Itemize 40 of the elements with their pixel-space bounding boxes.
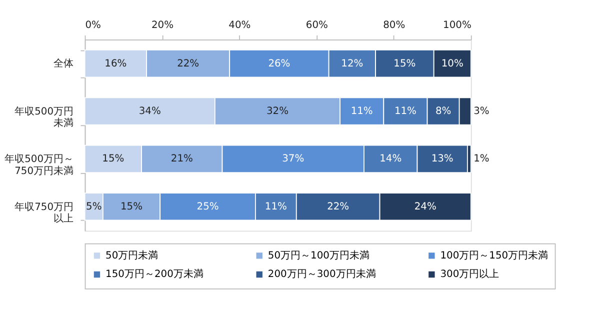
data-label: 21% bbox=[170, 154, 193, 165]
data-label: 11% bbox=[264, 201, 287, 212]
data-label: 13% bbox=[431, 154, 454, 165]
data-label: 26% bbox=[268, 58, 290, 70]
data-label: 15% bbox=[102, 154, 124, 165]
legend-label: 50万円未満 bbox=[106, 249, 158, 262]
data-label: 8% bbox=[435, 106, 452, 117]
data-label: 22% bbox=[327, 201, 350, 212]
x-tick-label: 100% bbox=[443, 20, 472, 32]
data-label: 1% bbox=[474, 154, 490, 165]
data-label: 37% bbox=[282, 154, 304, 165]
data-label: 15% bbox=[120, 201, 143, 212]
data-label: 5% bbox=[86, 201, 102, 212]
legend-label: 100万円～150万円未満 bbox=[440, 249, 548, 262]
data-label: 16% bbox=[104, 58, 127, 70]
legend-label: 50万円～100万円未満 bbox=[268, 249, 370, 262]
data-label: 22% bbox=[177, 58, 200, 70]
x-tick-label: 60% bbox=[306, 20, 328, 32]
data-label: 25% bbox=[196, 201, 219, 212]
y-tick-label: 年収500万円未満 bbox=[14, 105, 74, 130]
x-tick-label: 20% bbox=[151, 20, 174, 32]
data-label: 24% bbox=[414, 201, 436, 212]
data-label: 34% bbox=[138, 106, 161, 117]
data-label: 11% bbox=[394, 106, 416, 117]
legend-label: 200万円～300万円未満 bbox=[268, 268, 376, 280]
data-label: 11% bbox=[350, 106, 373, 117]
data-label: 32% bbox=[266, 106, 288, 117]
y-tick-label: 年収750万円以上 bbox=[14, 200, 74, 225]
data-label: 10% bbox=[441, 58, 464, 70]
data-label: 15% bbox=[394, 58, 416, 70]
legend-label: 150万円～200万未満 bbox=[106, 268, 204, 280]
x-tick-label: 40% bbox=[228, 20, 251, 32]
legend-label: 300万円以上 bbox=[440, 268, 500, 280]
data-label: 3% bbox=[474, 106, 490, 117]
data-label: 12% bbox=[341, 58, 364, 70]
y-tick-label: 全体 bbox=[54, 58, 74, 70]
x-tick-label: 0% bbox=[85, 20, 101, 32]
y-tick-label: 年収500万円～750万円未満 bbox=[4, 153, 74, 177]
data-label: 14% bbox=[380, 154, 402, 165]
x-tick-label: 80% bbox=[383, 20, 406, 32]
